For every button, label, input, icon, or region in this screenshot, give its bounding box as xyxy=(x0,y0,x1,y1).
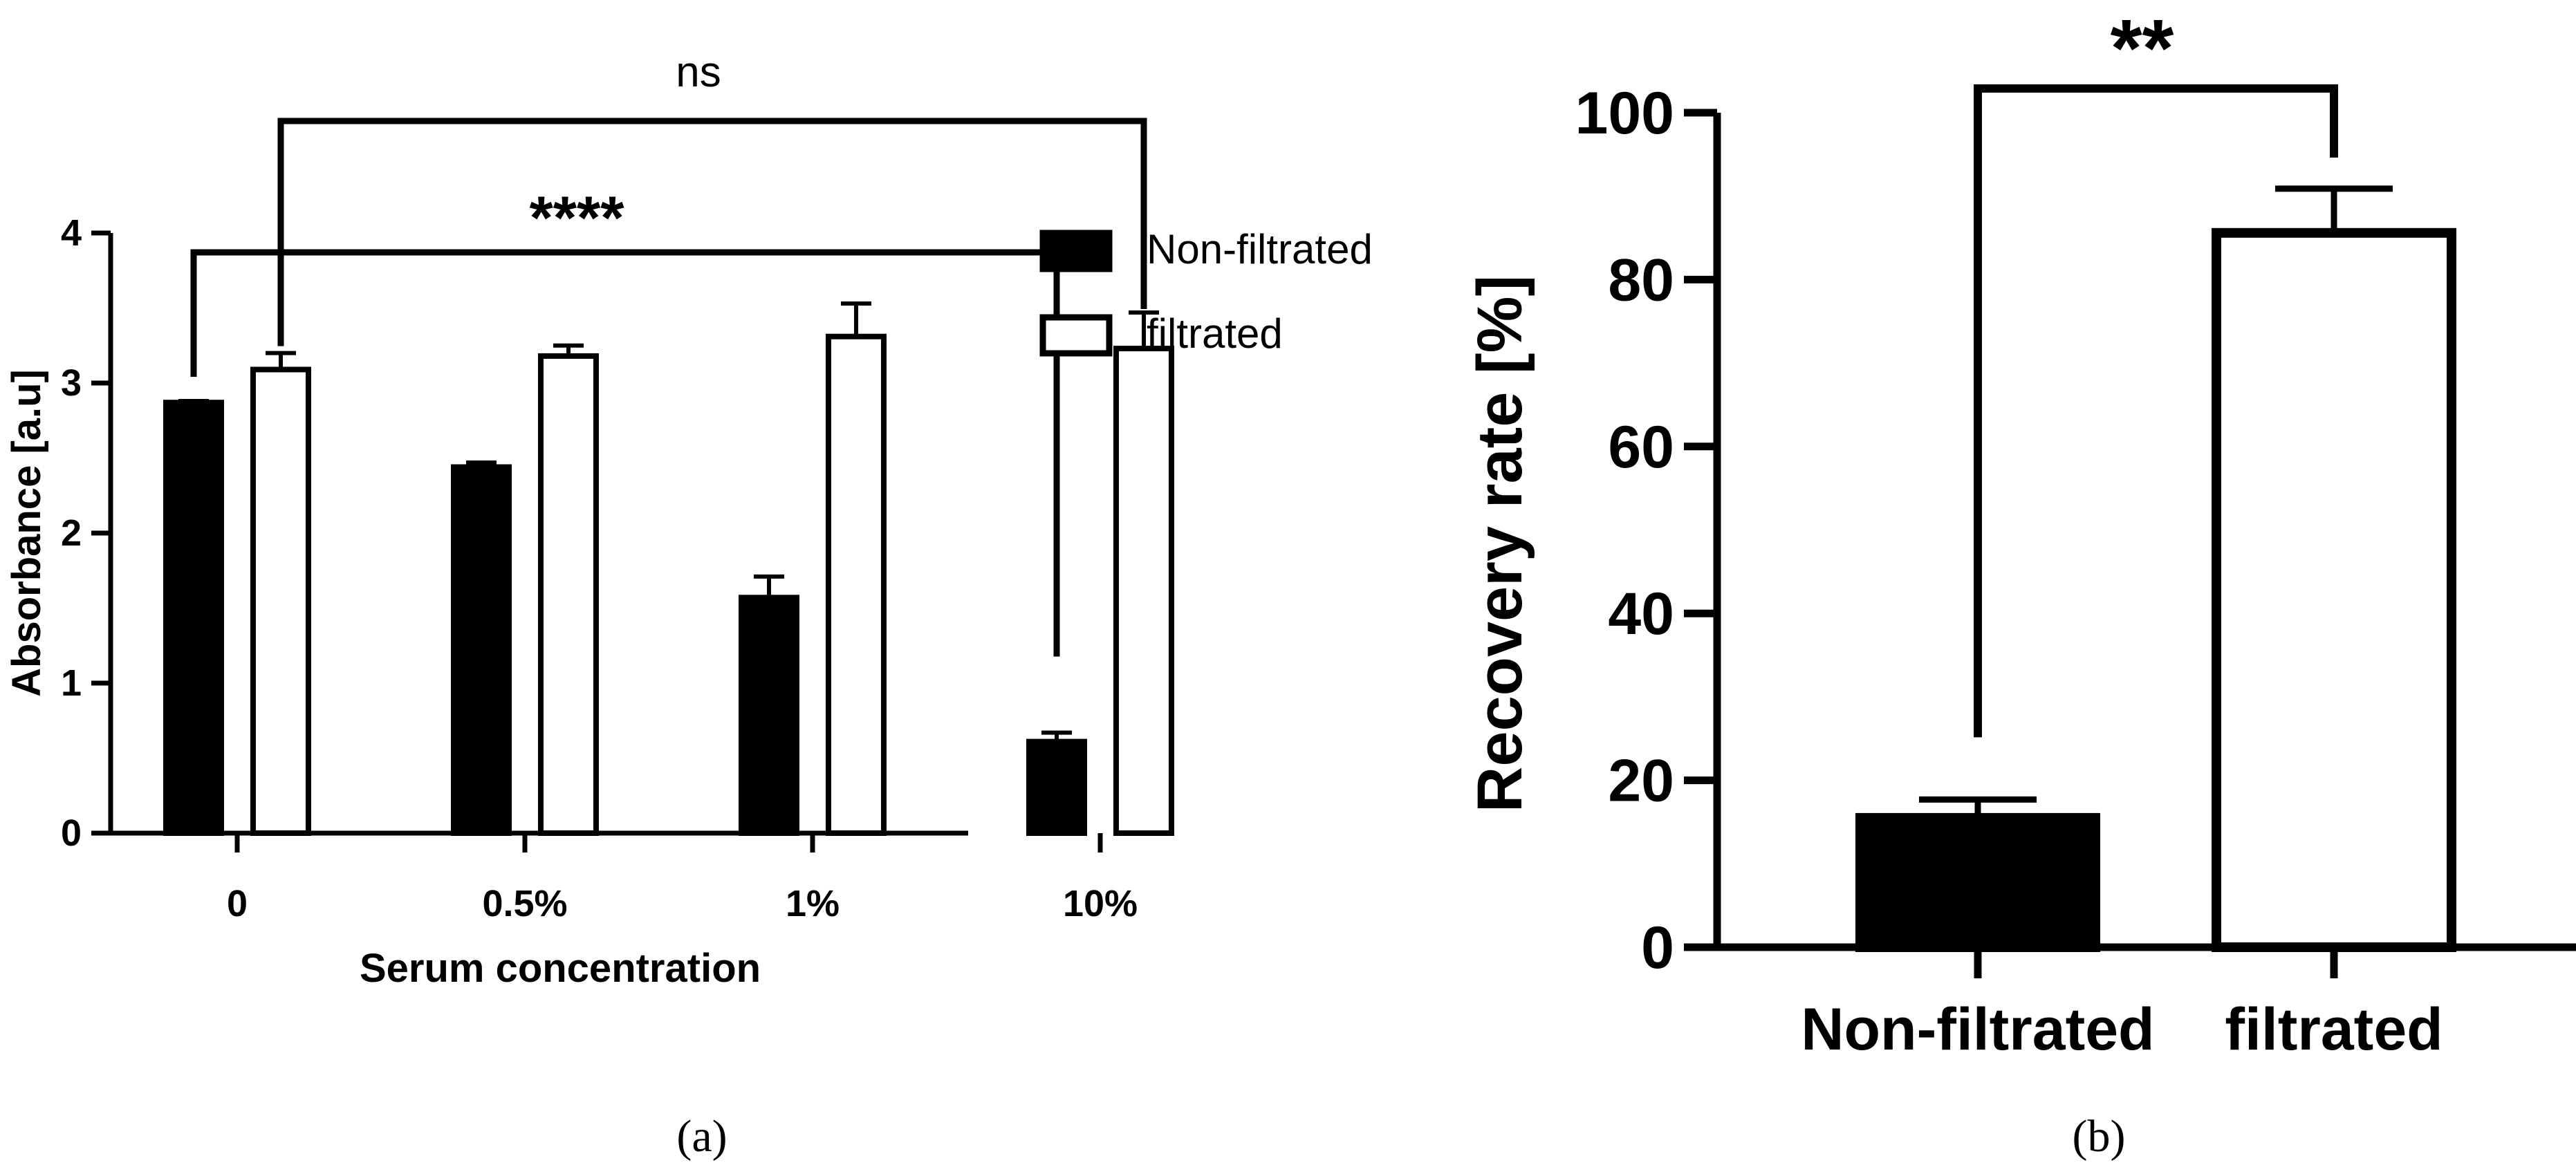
legend-label: filtrated xyxy=(1147,310,1283,357)
legend-label: Non-filtrated xyxy=(1147,226,1373,272)
significance-bracket-4star xyxy=(190,249,1060,657)
y-tick-label: 40 xyxy=(1608,581,1674,647)
legend-swatch xyxy=(1039,314,1113,357)
x-tick-label: filtrated xyxy=(2225,996,2443,1063)
bar-filtrated xyxy=(826,333,887,837)
legend-swatch xyxy=(1039,230,1113,272)
significance-label: ns xyxy=(676,48,721,96)
bar-filtrated xyxy=(2212,227,2456,953)
chart-panel-b: 0 20 40 60 80 100 Non-filtrated filtrated ** Reco… xyxy=(1465,3,2576,1162)
x-tick-label: 0.5% xyxy=(482,883,567,924)
bar-non-filtrated xyxy=(451,464,512,836)
y-tick-label: 2 xyxy=(61,512,82,554)
y-tick-label: 20 xyxy=(1608,748,1674,814)
y-axis-label: Recovery rate [%] xyxy=(1465,275,1535,812)
panel-label-b: (b) xyxy=(2073,1111,2126,1162)
x-axis-label: Serum concentration xyxy=(360,946,761,991)
bar-non-filtrated xyxy=(1855,812,2100,953)
bar-non-filtrated xyxy=(739,595,799,836)
y-tick-label: 1 xyxy=(61,662,82,704)
significance-bracket-ns xyxy=(277,118,1147,346)
bar-filtrated xyxy=(538,353,599,836)
y-tick-label: 60 xyxy=(1608,414,1674,481)
y-tick-label: 100 xyxy=(1575,80,1675,147)
y-tick-label: 0 xyxy=(61,812,82,854)
bar-non-filtrated xyxy=(163,400,224,836)
bar-filtrated xyxy=(1113,346,1174,836)
significance-bracket xyxy=(1974,84,2338,738)
y-tick-label: 3 xyxy=(61,362,82,404)
significance-label: **** xyxy=(530,183,625,252)
x-tick-label: Non-filtrated xyxy=(1801,996,2154,1063)
x-tick-label: 1% xyxy=(786,883,840,924)
x-tick-label: 10% xyxy=(1063,883,1138,924)
x-tick-label: 0 xyxy=(227,883,248,924)
chart-panel-a: 0 1 2 3 4 0 0.5% 1% 10% **** ns Serum concentration… xyxy=(4,48,1373,1162)
y-axis-label: Absorbance [a.u] xyxy=(4,369,49,697)
bar-filtrated xyxy=(250,366,311,836)
y-tick-label: 0 xyxy=(1641,915,1674,981)
panel-label-a: (a) xyxy=(676,1111,727,1162)
y-tick-label: 80 xyxy=(1608,247,1674,313)
bar-non-filtrated xyxy=(1026,738,1087,836)
significance-label: ** xyxy=(2111,3,2174,94)
y-tick-label: 4 xyxy=(61,212,82,254)
